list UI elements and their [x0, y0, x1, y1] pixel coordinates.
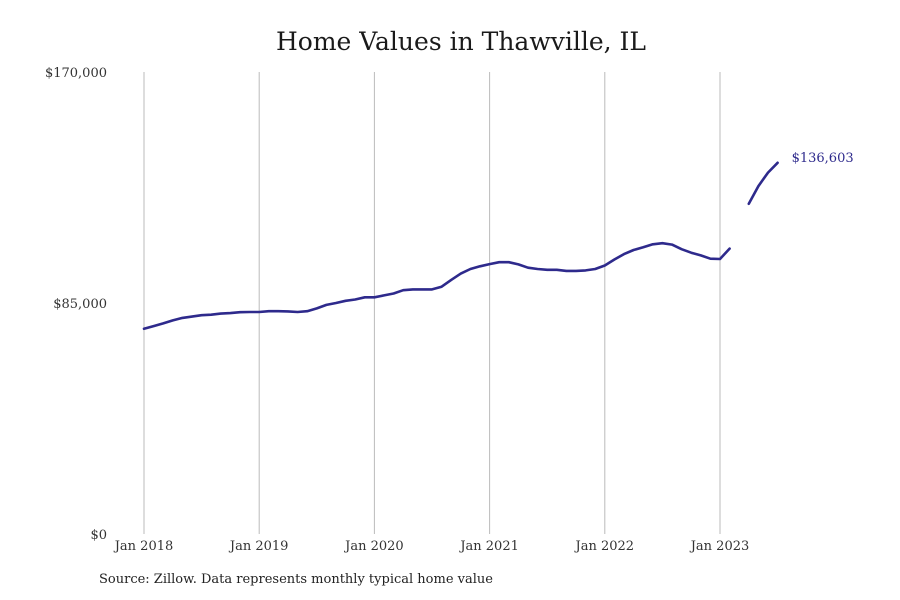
source-note: Source: Zillow. Data represents monthly … — [99, 572, 493, 587]
x-tick-label: Jan 2022 — [574, 539, 635, 554]
y-tick-label: $85,000 — [53, 297, 107, 312]
series-line — [142, 241, 731, 331]
end-value-label: $136,603 — [792, 151, 854, 166]
x-tick-label: Jan 2020 — [343, 539, 404, 554]
series-line — [747, 161, 779, 206]
x-tick-label: Jan 2023 — [689, 539, 750, 554]
y-tick-label: $170,000 — [45, 66, 107, 81]
x-tick-label: Jan 2021 — [458, 539, 519, 554]
x-tick-label: Jan 2019 — [228, 539, 289, 554]
y-tick-label: $0 — [90, 528, 107, 543]
x-tick-label: Jan 2018 — [113, 539, 174, 554]
chart-title: Home Values in Thawville, IL — [275, 27, 647, 56]
